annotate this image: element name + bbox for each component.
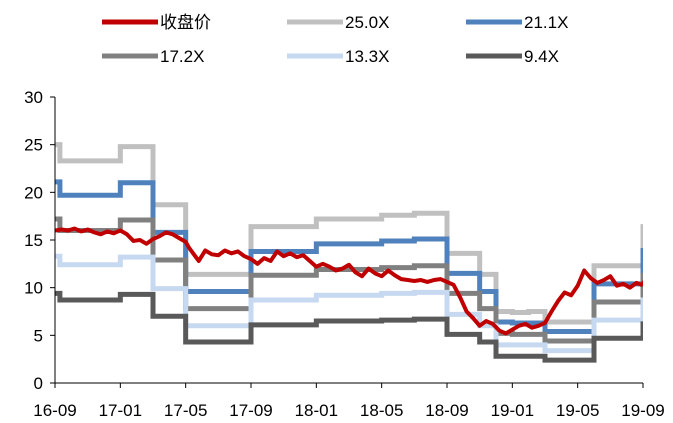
- y-tick-label: 10: [24, 279, 43, 298]
- series-line-9-4x: [55, 290, 643, 363]
- series-line-price: [55, 226, 643, 336]
- x-tick-label: 19-01: [491, 401, 534, 420]
- y-tick-label: 20: [24, 183, 43, 202]
- series-line-17-2x: [55, 216, 643, 344]
- y-tick-label: 25: [24, 136, 43, 155]
- legend-label: 25.0X: [345, 13, 389, 32]
- legend-label: 17.2X: [160, 47, 204, 66]
- legend-label: 收盘价: [160, 13, 211, 32]
- x-tick-label: 16-09: [33, 401, 76, 420]
- x-tick-label: 18-01: [295, 401, 338, 420]
- y-tick-label: 0: [34, 374, 43, 393]
- x-tick-label: 18-05: [360, 401, 403, 420]
- y-tick-label: 5: [34, 326, 43, 345]
- x-tick-label: 19-09: [621, 401, 664, 420]
- y-tick-label: 15: [24, 231, 43, 250]
- x-tick-label: 17-01: [99, 401, 142, 420]
- x-tick-label: 18-09: [425, 401, 468, 420]
- series-layer: [55, 142, 643, 363]
- legend-label: 13.3X: [345, 47, 389, 66]
- series-line-13-3x: [55, 253, 643, 354]
- y-ticks: 0 5 10 15 20 25 30: [24, 88, 55, 393]
- x-tick-label: 17-05: [164, 401, 207, 420]
- legend-label: 9.4X: [524, 47, 559, 66]
- y-tick-label: 30: [24, 88, 43, 107]
- x-tick-label: 17-09: [229, 401, 272, 420]
- x-ticks: 16-09 17-01 17-05 17-09 18-01 18-05 18-09 19-01…: [33, 383, 665, 420]
- x-tick-label: 19-05: [556, 401, 599, 420]
- legend: 收盘价 25.0X 21.1X 17.2X 13.3X 9.4X: [102, 13, 568, 66]
- legend-label: 21.1X: [524, 13, 568, 32]
